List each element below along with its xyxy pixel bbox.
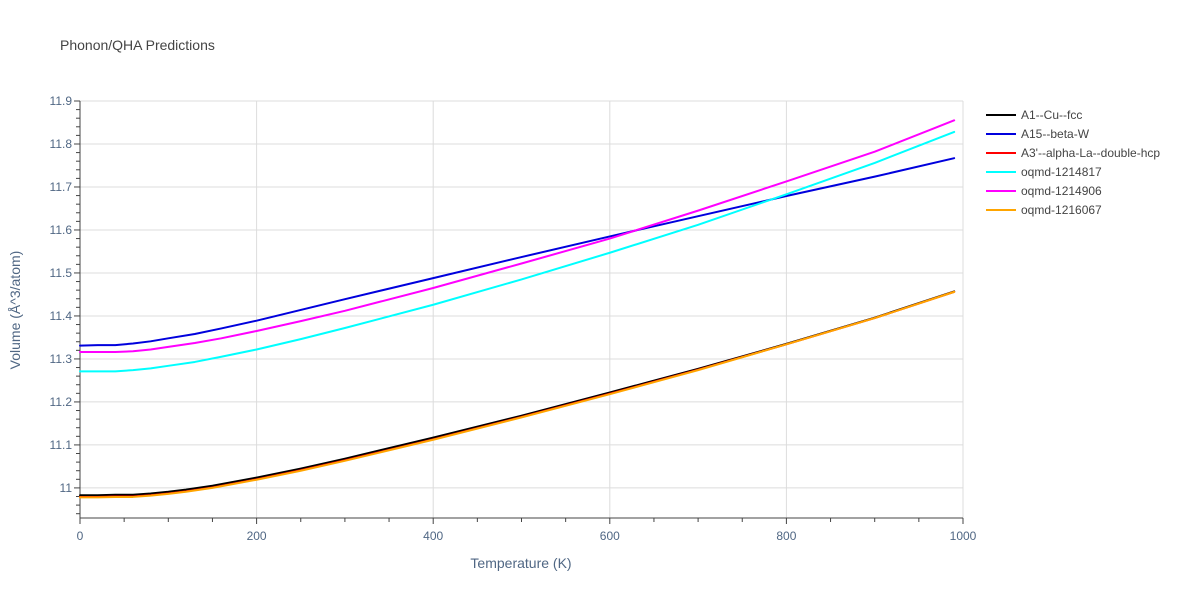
y-tick-label: 11.8 bbox=[50, 137, 73, 151]
series-line-4 bbox=[79, 119, 956, 354]
legend-item[interactable]: A15--beta-W bbox=[986, 127, 1090, 141]
legend-item[interactable]: A1--Cu--fcc bbox=[986, 108, 1082, 122]
y-tick-label: 11.5 bbox=[50, 266, 73, 280]
x-tick-label: 400 bbox=[423, 529, 443, 543]
x-tick-label: 600 bbox=[600, 529, 620, 543]
x-tick-label: 800 bbox=[776, 529, 796, 543]
y-tick-label: 11.3 bbox=[50, 352, 73, 366]
y-tick-label: 11.7 bbox=[50, 180, 73, 194]
series-line-5 bbox=[79, 290, 956, 499]
legend-label: A3'--alpha-La--double-hcp bbox=[1021, 146, 1160, 160]
x-tick-label: 1000 bbox=[950, 529, 977, 543]
y-tick-label: 11.9 bbox=[50, 94, 73, 108]
series-line-1 bbox=[79, 157, 956, 347]
x-tick-label: 200 bbox=[247, 529, 267, 543]
grid bbox=[80, 100, 964, 518]
legend-label: oqmd-1214906 bbox=[1021, 184, 1102, 198]
legend-label: oqmd-1216067 bbox=[1021, 203, 1102, 217]
legend-item[interactable]: oqmd-1214817 bbox=[986, 165, 1102, 179]
chart-title: Phonon/QHA Predictions bbox=[60, 37, 215, 53]
plot-series bbox=[79, 119, 956, 499]
x-axis-title: Temperature (K) bbox=[470, 555, 571, 571]
legend-label: A15--beta-W bbox=[1021, 127, 1090, 141]
legend-item[interactable]: A3'--alpha-La--double-hcp bbox=[986, 146, 1160, 160]
legend-item[interactable]: oqmd-1216067 bbox=[986, 203, 1102, 217]
legend-label: A1--Cu--fcc bbox=[1021, 108, 1082, 122]
y-tick-label: 11.4 bbox=[50, 309, 73, 323]
legend: A1--Cu--fcc A15--beta-W A3'--alpha-La--dou… bbox=[986, 108, 1160, 217]
axes bbox=[79, 101, 963, 519]
series-line-3 bbox=[79, 130, 956, 373]
x-tick-label: 0 bbox=[77, 529, 84, 543]
series-line-2 bbox=[79, 290, 956, 498]
y-tick-label: 11 bbox=[60, 481, 73, 495]
y-tick-label: 11.2 bbox=[50, 395, 73, 409]
y-axis-ticks: 11 11.1 11.2 11.3 11.4 11.5 11.6 11.7 11.8 11.9 bbox=[50, 94, 80, 515]
y-axis-title: Volume (Å^3/atom) bbox=[7, 251, 23, 370]
series-line-0 bbox=[79, 290, 956, 497]
y-tick-label: 11.6 bbox=[50, 223, 73, 237]
y-tick-label: 11.1 bbox=[50, 438, 73, 452]
legend-item[interactable]: oqmd-1214906 bbox=[986, 184, 1102, 198]
x-axis-ticks: 0 200 400 600 800 1000 bbox=[77, 518, 977, 543]
legend-label: oqmd-1214817 bbox=[1021, 165, 1102, 179]
